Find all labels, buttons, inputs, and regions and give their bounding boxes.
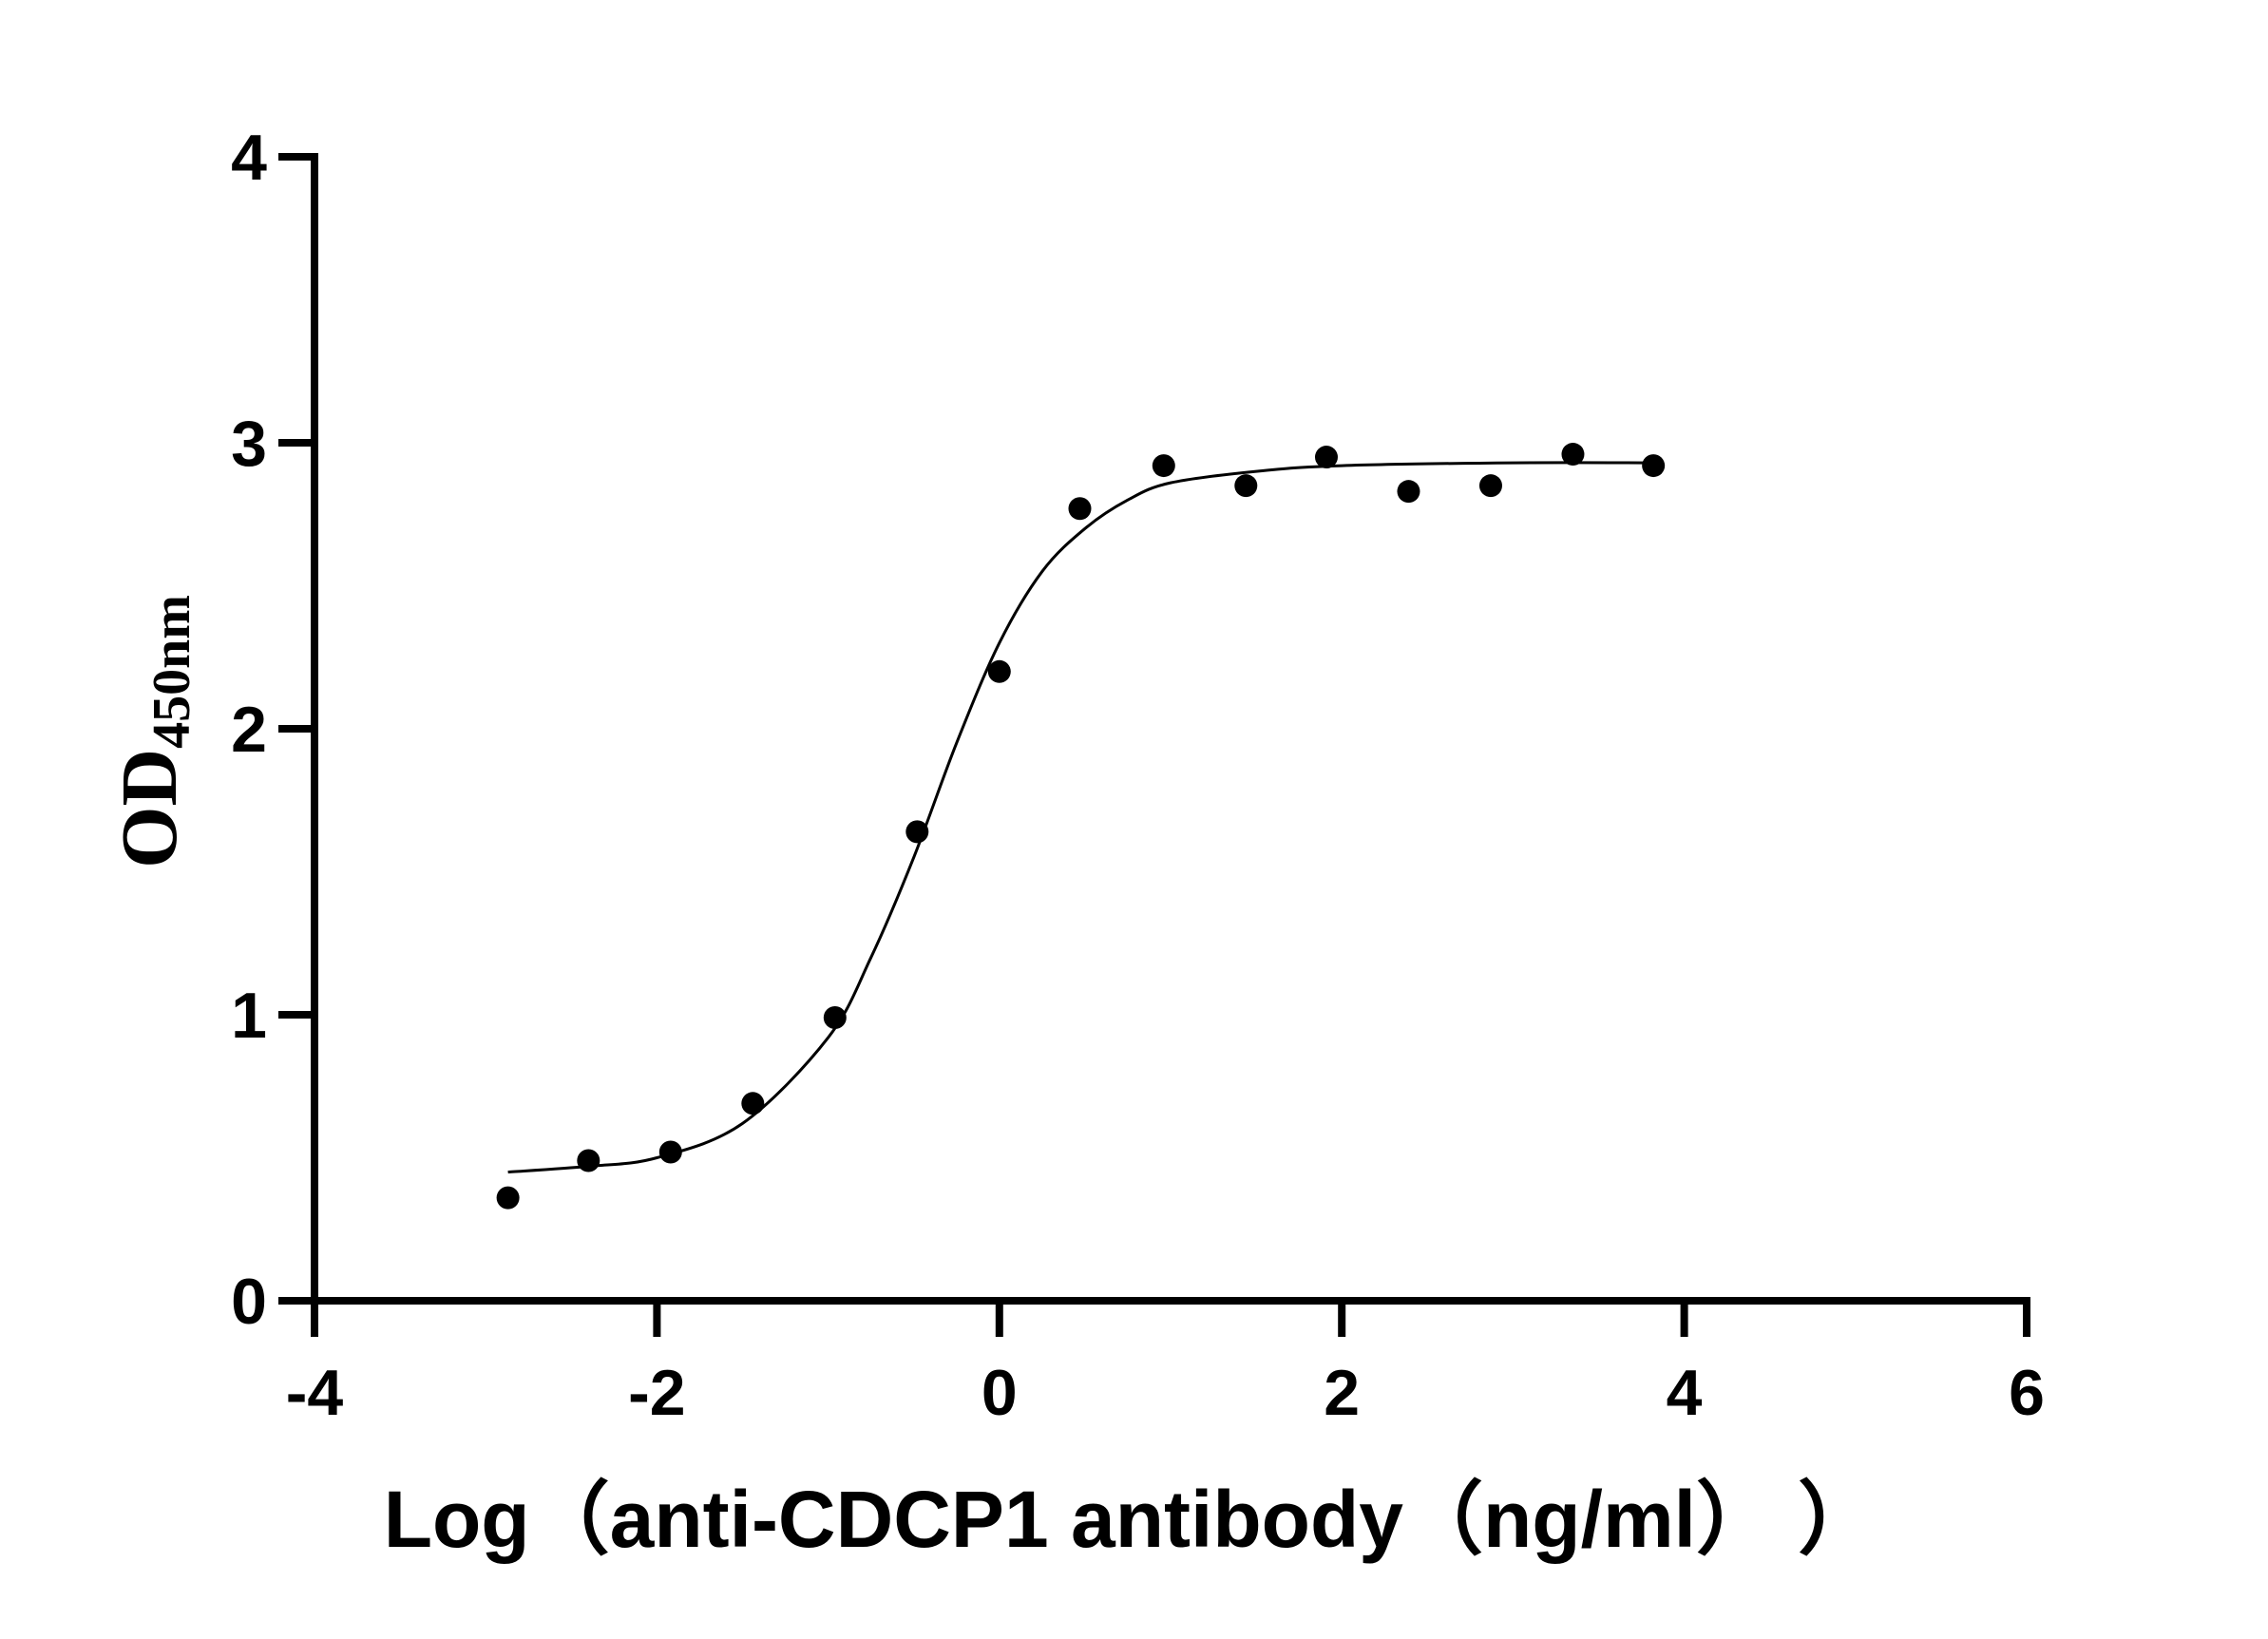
x-tick-label: 0 bbox=[982, 1357, 1018, 1429]
data-point bbox=[1234, 474, 1258, 498]
data-point bbox=[905, 820, 929, 844]
data-point bbox=[823, 1006, 847, 1030]
data-point bbox=[1314, 446, 1338, 469]
x-tick-label: -2 bbox=[628, 1357, 685, 1429]
data-point bbox=[496, 1186, 520, 1210]
x-tick-label: 4 bbox=[1667, 1357, 1703, 1429]
y-axis-label-sub: 450nm bbox=[143, 595, 201, 749]
data-point bbox=[987, 659, 1011, 683]
data-point bbox=[577, 1149, 600, 1172]
y-axis-label: OD450nm bbox=[105, 595, 201, 868]
data-point bbox=[1478, 474, 1502, 498]
data-point bbox=[741, 1092, 765, 1115]
x-axis-label: Log（anti-CDCP1 antibody（ng/ml） ） bbox=[384, 1475, 1878, 1564]
fit-curve bbox=[507, 461, 1654, 1174]
y-tick-label: 2 bbox=[231, 694, 267, 766]
y-tick-label: 3 bbox=[231, 408, 267, 480]
x-tick-label: 2 bbox=[1324, 1357, 1360, 1429]
data-point bbox=[1561, 443, 1585, 467]
data-point bbox=[658, 1140, 682, 1164]
data-point bbox=[1068, 497, 1092, 521]
data-point bbox=[1152, 454, 1175, 478]
data-point bbox=[1642, 454, 1666, 478]
y-tick-label: 1 bbox=[231, 980, 267, 1052]
y-tick-label: 4 bbox=[231, 122, 267, 194]
x-tick-label: -4 bbox=[286, 1357, 344, 1429]
y-tick-label: 0 bbox=[231, 1266, 267, 1338]
y-axis-label-main: OD bbox=[105, 749, 194, 868]
data-point bbox=[1397, 480, 1420, 504]
x-tick-label: 6 bbox=[2009, 1357, 2045, 1429]
